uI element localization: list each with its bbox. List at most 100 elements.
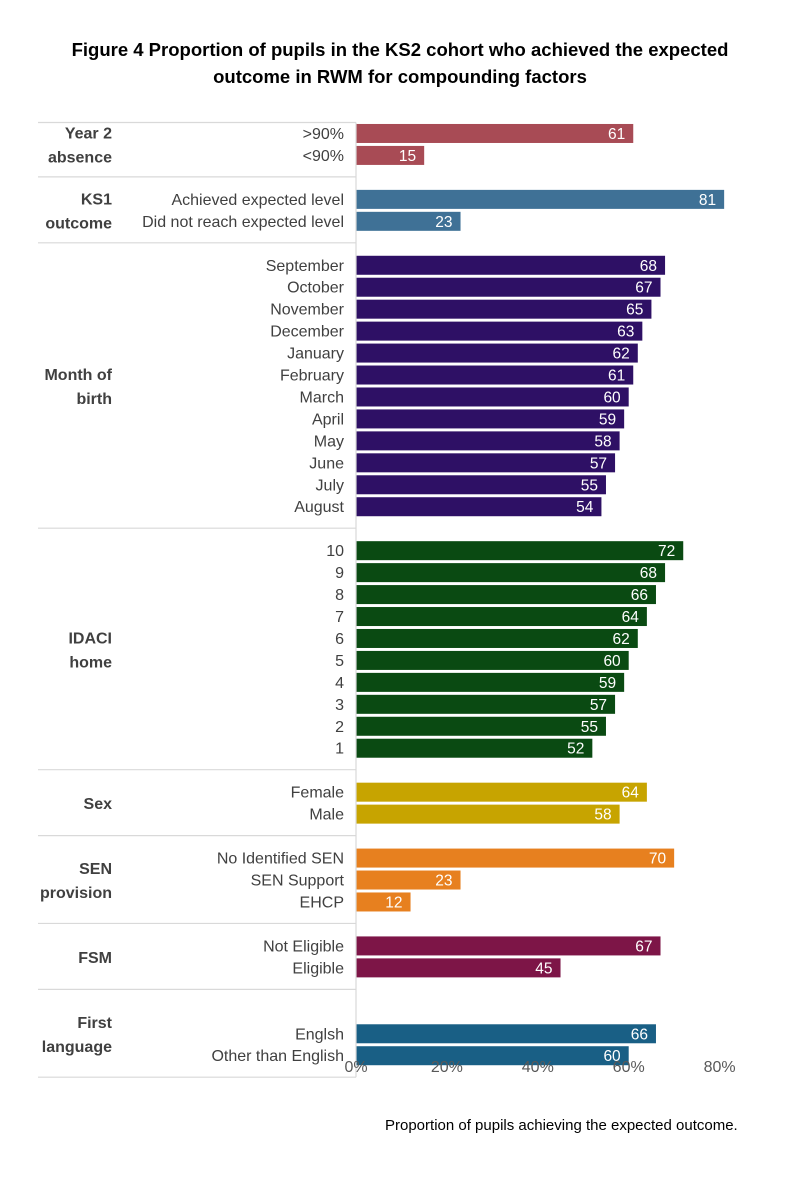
data-label: 23: [435, 873, 452, 890]
bar: [356, 409, 625, 429]
bar: [356, 958, 561, 978]
category-label: December: [270, 324, 344, 341]
x-tick-label: 40%: [522, 1059, 554, 1076]
bar: [356, 145, 425, 165]
category-label: May: [314, 433, 344, 450]
bar: [356, 343, 638, 363]
group-label: outcome: [45, 215, 112, 232]
category-label: 10: [326, 543, 344, 560]
category-label: August: [294, 499, 344, 516]
category-label: Other than English: [211, 1048, 344, 1065]
bar: [356, 848, 675, 868]
category-label: 6: [335, 631, 344, 648]
category-label: 5: [335, 653, 344, 670]
group-label: absence: [48, 149, 112, 166]
category-label: Did not reach expected level: [142, 214, 344, 231]
bar: [356, 365, 634, 385]
bar: [356, 672, 625, 692]
category-label: April: [312, 411, 344, 428]
bar: [356, 628, 638, 648]
group-label: Month of: [44, 367, 112, 384]
category-label: January: [287, 346, 344, 363]
bar: [356, 716, 606, 736]
data-label: 65: [626, 302, 643, 319]
category-label: Englsh: [295, 1026, 344, 1043]
bar: [356, 650, 629, 670]
category-label: No Identified SEN: [217, 851, 344, 868]
x-tick-label: 60%: [613, 1059, 645, 1076]
data-label: 59: [599, 675, 616, 692]
data-label: 64: [622, 609, 640, 626]
chart-title-line-2: outcome in RWM for compounding factors: [213, 66, 587, 87]
data-label: 61: [608, 368, 625, 385]
category-label: September: [266, 258, 345, 275]
bar: [356, 804, 620, 824]
data-label: 72: [658, 543, 675, 560]
group-label: SEN: [79, 861, 112, 878]
bar: [356, 123, 634, 143]
data-label: 60: [603, 1048, 621, 1065]
bar: [356, 431, 620, 451]
group-label: FSM: [78, 950, 112, 967]
data-label: 15: [399, 148, 416, 165]
bar: [356, 277, 661, 297]
group-label: KS1: [81, 191, 112, 208]
chart-title-line-1: Figure 4 Proportion of pupils in the KS2…: [71, 39, 729, 60]
data-label: 64: [622, 785, 640, 802]
data-label: 62: [613, 631, 630, 648]
x-axis-label: Proportion of pupils achieving the expec…: [385, 1117, 738, 1134]
group-label: home: [69, 654, 112, 671]
bar: [356, 299, 652, 319]
bar: [356, 541, 684, 561]
category-label: Eligible: [292, 960, 344, 977]
group-label: birth: [76, 391, 112, 408]
data-label: 67: [635, 938, 652, 955]
group-label: First: [77, 1015, 112, 1032]
category-label: 4: [335, 675, 344, 692]
data-label: 60: [603, 653, 621, 670]
bar: [356, 892, 411, 912]
data-label: 12: [385, 894, 402, 911]
bar: [356, 321, 643, 341]
bar: [356, 585, 656, 605]
category-label: 7: [335, 609, 344, 626]
data-label: 57: [590, 455, 607, 472]
category-label: Not Eligible: [263, 938, 344, 955]
category-label: 3: [335, 697, 344, 714]
data-label: 63: [617, 324, 634, 341]
bar: [356, 189, 725, 209]
data-label: 54: [576, 499, 594, 516]
data-label: 59: [599, 411, 616, 428]
category-label: EHCP: [300, 894, 344, 911]
data-label: 23: [435, 214, 452, 231]
x-tick-label: 20%: [431, 1059, 463, 1076]
category-label: 8: [335, 587, 344, 604]
category-label: <90%: [303, 148, 344, 165]
bar: [356, 694, 616, 714]
bar: [356, 738, 593, 758]
data-label: 58: [594, 807, 611, 824]
bar: [356, 1046, 629, 1066]
data-label: 61: [608, 126, 625, 143]
category-label: >90%: [303, 126, 344, 143]
category-label: 9: [335, 565, 344, 582]
category-label: March: [300, 389, 344, 406]
category-label: 2: [335, 719, 344, 736]
bar: [356, 1024, 656, 1044]
category-label: 1: [335, 741, 344, 758]
bar: [356, 870, 461, 890]
bar: [356, 453, 616, 473]
bar: [356, 211, 461, 231]
category-label: Achieved expected level: [171, 192, 344, 209]
data-label: 62: [613, 346, 630, 363]
data-label: 66: [631, 1026, 648, 1043]
data-label: 55: [581, 719, 598, 736]
data-label: 66: [631, 587, 648, 604]
data-label: 67: [635, 280, 652, 297]
bar: [356, 607, 647, 627]
x-tick-label: 80%: [704, 1059, 736, 1076]
data-label: 52: [567, 741, 584, 758]
category-label: October: [287, 280, 345, 297]
category-label: June: [309, 455, 344, 472]
